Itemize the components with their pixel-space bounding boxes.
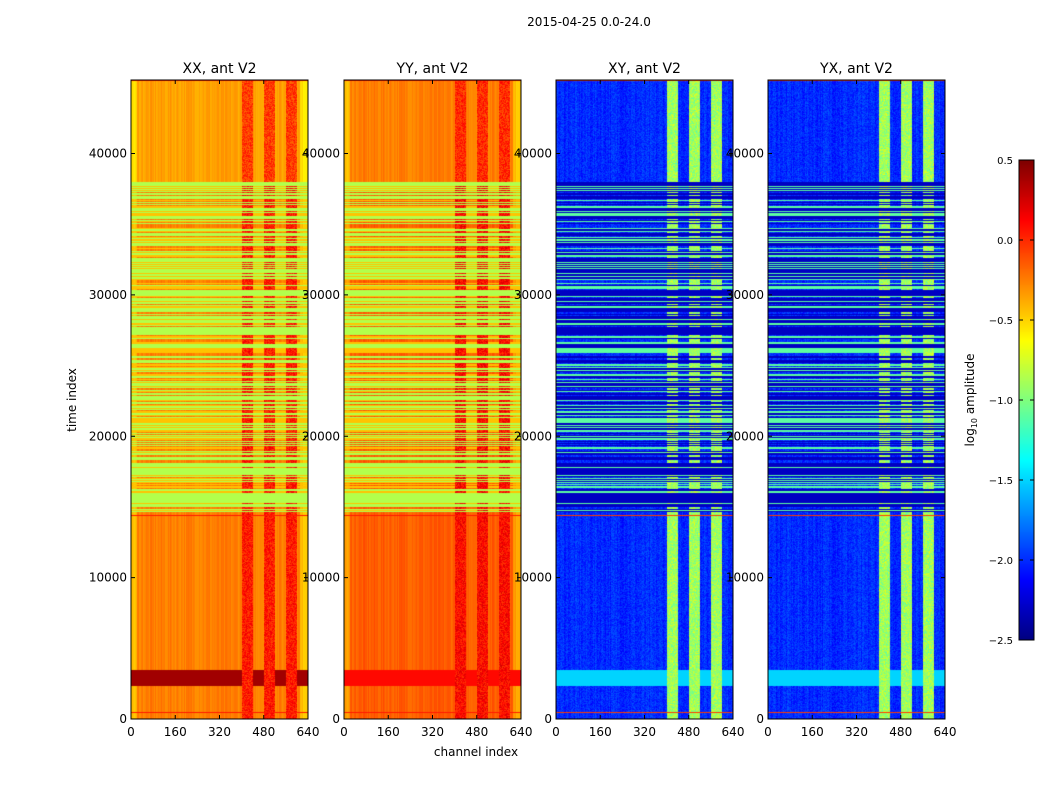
colorbar-tick-label: −1.5 [989,476,1013,487]
y-tick-label: 0 [119,712,127,726]
y-tick-label: 30000 [89,288,127,302]
x-tick-label: 160 [164,725,187,739]
x-tick-label: 160 [801,725,824,739]
y-tick-label: 0 [544,712,552,726]
y-axis-label: time index [65,368,79,432]
x-tick-label: 320 [421,725,444,739]
x-tick-label: 320 [208,725,231,739]
y-tick-label: 0 [756,712,764,726]
colorbar-tick-label: −2.0 [989,556,1013,567]
y-tick-label: 10000 [514,571,552,585]
panel-frame-4 [767,79,946,720]
x-tick-label: 640 [934,725,957,739]
y-tick-label: 40000 [514,147,552,161]
colorbar-label: log10 amplitude [963,354,979,447]
x-tick-label: 0 [340,725,348,739]
y-tick-label: 10000 [302,571,340,585]
colorbar-tick-label: −1.0 [989,396,1013,407]
y-tick-label: 30000 [302,288,340,302]
y-tick-label: 20000 [514,429,552,443]
heatmap-2 [344,80,521,719]
x-tick-label: 480 [465,725,488,739]
y-tick-label: 40000 [726,147,764,161]
y-tick-label: 0 [332,712,340,726]
y-tick-label: 10000 [726,571,764,585]
x-tick-label: 0 [764,725,772,739]
x-tick-label: 640 [722,725,745,739]
x-tick-label: 160 [377,725,400,739]
heatmap-1 [131,80,308,719]
colorbar-tick-label: −2.5 [989,636,1013,647]
y-tick-label: 20000 [302,429,340,443]
colorbar-tick-label: 0.5 [997,156,1013,167]
panel-title-2: YY, ant V2 [396,61,469,77]
x-tick-label: 160 [589,725,612,739]
panel-frame-1 [130,79,309,720]
x-axis-label: channel index [434,745,518,759]
colorbar [1019,160,1034,640]
colorbar-label-rest: amplitude [963,354,977,418]
panel-frame-2 [343,79,522,720]
colorbar-tick-label: −0.5 [989,316,1013,327]
x-tick-label: 320 [633,725,656,739]
heatmap-4 [768,80,945,719]
colorbar-label-log: log [963,428,977,446]
y-tick-label: 20000 [726,429,764,443]
y-tick-label: 30000 [726,288,764,302]
colorbar-tick-label: 0.0 [997,236,1013,247]
x-tick-label: 480 [677,725,700,739]
x-tick-label: 0 [552,725,560,739]
y-tick-label: 30000 [514,288,552,302]
y-tick-label: 10000 [89,571,127,585]
x-tick-label: 640 [297,725,320,739]
y-tick-label: 40000 [302,147,340,161]
y-tick-label: 20000 [89,429,127,443]
colorbar-label-sub: 10 [970,418,979,428]
x-tick-label: 320 [845,725,868,739]
panel-title-4: YX, ant V2 [819,61,893,77]
x-tick-label: 480 [889,725,912,739]
heatmap-3 [556,80,733,719]
panel-frame-3 [555,79,734,720]
y-tick-label: 40000 [89,147,127,161]
panel-title-3: XY, ant V2 [608,61,681,77]
x-tick-label: 640 [510,725,533,739]
x-tick-label: 480 [252,725,275,739]
panel-title-1: XX, ant V2 [183,61,257,77]
figure-title: 2015-04-25 0.0-24.0 [527,15,651,29]
x-tick-label: 0 [127,725,135,739]
